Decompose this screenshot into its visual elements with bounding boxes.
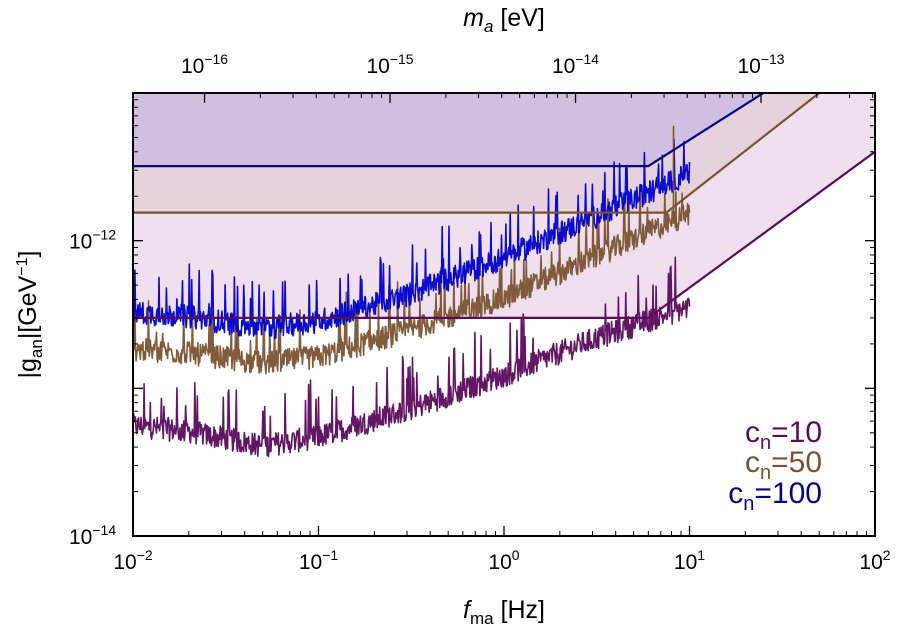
x-tick-base: 10 <box>299 551 322 574</box>
exclusion-regions <box>133 93 875 318</box>
legend-rest: =100 <box>754 477 822 510</box>
limit-line-2 <box>133 92 764 168</box>
top-tick-base: 10 <box>366 55 389 78</box>
top-tick-base: 10 <box>181 55 204 78</box>
y-tick-base: 10 <box>69 526 92 549</box>
axis-labels: fma [Hz]ma [eV]|gan|[GeV−1] <box>14 4 545 628</box>
y-label-sup: −1 <box>14 257 31 275</box>
x-axis-label: fma [Hz] <box>463 596 545 628</box>
legend-sub: n <box>760 432 771 454</box>
top-label-unit: [eV] <box>493 4 544 32</box>
noise-curve-2 <box>132 138 691 340</box>
top-tick-exp: −13 <box>761 51 785 67</box>
noise-curve-1 <box>132 185 691 375</box>
x-tick-exp: −2 <box>137 547 153 563</box>
legend-rest: =50 <box>771 446 822 479</box>
top-axis-label: ma [eV] <box>463 4 545 36</box>
legend-entry-1: cn=50 <box>745 446 822 484</box>
y-tick-exp: −14 <box>92 522 116 538</box>
limit-line-0 <box>133 150 876 319</box>
noise-curves <box>132 125 691 458</box>
legend-entry-2: cn=100 <box>728 477 822 515</box>
x-tick-label: 10−2 <box>113 547 153 574</box>
y-axis-label: |gan|[GeV−1] <box>14 251 46 379</box>
y-label-sub: an <box>27 339 46 358</box>
x-tick-label: 10−1 <box>299 547 339 574</box>
noise-curve-0 <box>132 256 691 458</box>
y-label-end: ] <box>14 251 42 258</box>
x-label-main: f <box>463 596 473 624</box>
exclusion-fill-2 <box>133 93 764 167</box>
legend-rest: =10 <box>771 416 822 449</box>
top-label-main: m <box>463 4 484 32</box>
y-tick-label: 10−14 <box>69 522 116 549</box>
x-tick-base: 10 <box>674 551 697 574</box>
top-label-sub: a <box>484 17 493 36</box>
x-label-sub: ma <box>470 609 494 628</box>
plot-frame <box>132 92 876 537</box>
legend-sub: n <box>760 462 771 484</box>
x-tick-exp: 1 <box>697 547 705 563</box>
top-tick-base: 10 <box>737 55 760 78</box>
y-tick-exp: −12 <box>92 227 116 243</box>
legend-name: c <box>745 446 760 479</box>
top-tick-base: 10 <box>552 55 575 78</box>
x-tick-exp: 0 <box>512 547 520 563</box>
legend-entry-0: cn=10 <box>745 416 822 454</box>
y-label-unit: |[GeV <box>14 275 42 339</box>
y-label-main: |g <box>14 358 42 378</box>
top-tick-label: 10−16 <box>181 51 228 78</box>
top-tick-label: 10−15 <box>366 51 413 78</box>
x-tick-exp: −1 <box>322 547 338 563</box>
x-tick-base: 10 <box>859 551 882 574</box>
y-tick-label: 10−12 <box>69 227 116 254</box>
top-tick-exp: −16 <box>204 51 228 67</box>
x-tick-label: 101 <box>674 547 705 574</box>
top-tick-label: 10−14 <box>552 51 599 78</box>
limit-line-1 <box>133 92 820 214</box>
x-tick-label: 100 <box>488 547 519 574</box>
limit-lines <box>133 92 876 319</box>
legend-name: c <box>728 477 743 510</box>
y-tick-base: 10 <box>69 231 92 254</box>
x-tick-base: 10 <box>488 551 511 574</box>
x-label-unit: [Hz] <box>494 596 545 624</box>
x-tick-base: 10 <box>113 551 136 574</box>
x-tick-exp: 2 <box>883 547 891 563</box>
legend-name: c <box>745 416 760 449</box>
top-tick-exp: −14 <box>575 51 599 67</box>
x-tick-label: 102 <box>859 547 890 574</box>
top-tick-exp: −15 <box>390 51 414 67</box>
legend-sub: n <box>743 493 754 515</box>
top-tick-label: 10−13 <box>737 51 784 78</box>
